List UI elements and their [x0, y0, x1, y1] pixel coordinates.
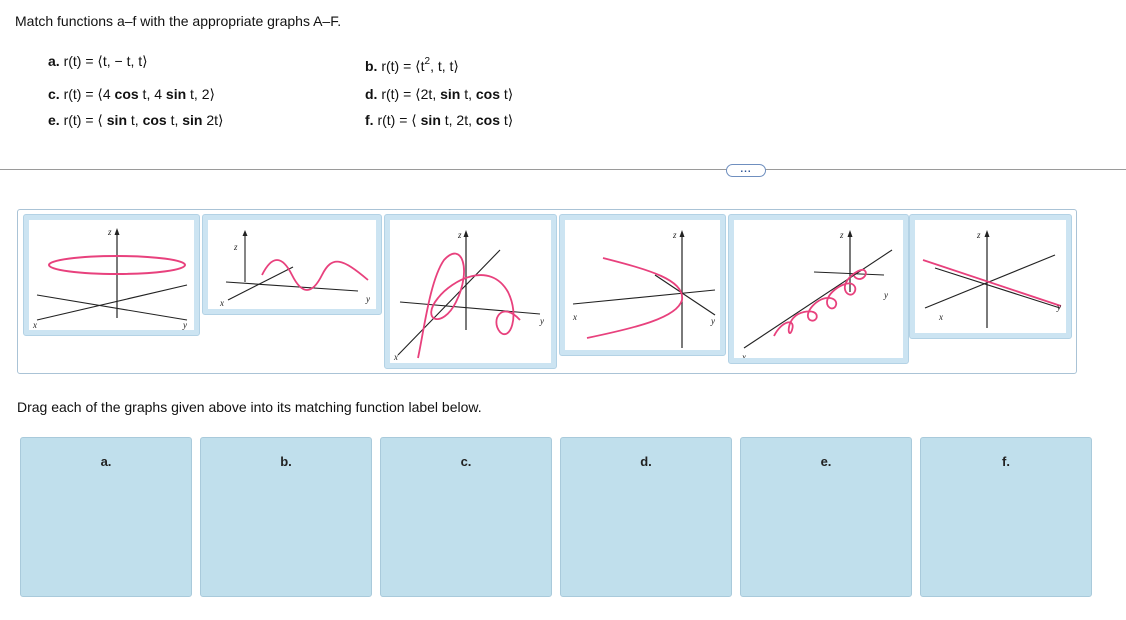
graph-card-loops[interactable]: z x y — [384, 214, 557, 369]
graph-loops-plot: z x y — [390, 220, 551, 363]
graph-wave-plot: z x y — [208, 220, 376, 309]
function-d: d. r(t) = ⟨2t, sin t, cos t⟩ — [365, 86, 514, 102]
svg-text:z: z — [672, 230, 677, 240]
section-divider — [0, 169, 1126, 170]
question-prompt: Match functions a–f with the appropriate… — [15, 13, 342, 29]
svg-text:y: y — [539, 316, 544, 326]
drop-label-a: a. — [100, 454, 112, 469]
svg-text:z: z — [976, 230, 981, 240]
graph-parabola-plot: z x y — [565, 220, 720, 350]
more-options-button[interactable]: ... — [726, 164, 766, 177]
drop-target-a[interactable]: a. — [20, 437, 192, 597]
svg-text:z: z — [233, 242, 238, 252]
drop-label-e: e. — [820, 454, 832, 469]
graph-card-parabola[interactable]: z x y — [559, 214, 726, 356]
drop-label-d: d. — [640, 454, 652, 469]
graph-helix-plot: z x y — [734, 220, 903, 358]
svg-text:x: x — [32, 320, 37, 330]
drag-instruction: Drag each of the graphs given above into… — [17, 399, 482, 415]
function-e: e. r(t) = ⟨ sin t, cos t, sin 2t⟩ — [48, 112, 224, 128]
graph-card-line[interactable]: z x y — [909, 214, 1072, 339]
svg-text:z: z — [839, 230, 844, 240]
svg-text:z: z — [457, 230, 462, 240]
drop-target-c[interactable]: c. — [380, 437, 552, 597]
drop-target-d[interactable]: d. — [560, 437, 732, 597]
drop-label-b: b. — [280, 454, 292, 469]
svg-text:x: x — [741, 352, 746, 358]
svg-text:y: y — [883, 290, 888, 300]
graph-card-wave[interactable]: z x y — [202, 214, 382, 315]
svg-text:z: z — [107, 227, 112, 237]
graph-card-ellipse[interactable]: z x y — [23, 214, 200, 336]
drop-label-f: f. — [1002, 454, 1010, 469]
function-c: c. r(t) = ⟨4 cos t, 4 sin t, 2⟩ — [48, 86, 215, 102]
function-f: f. r(t) = ⟨ sin t, 2t, cos t⟩ — [365, 112, 514, 128]
svg-text:y: y — [710, 316, 715, 326]
function-a: a. r(t) = ⟨t, − t, t⟩ — [48, 53, 148, 69]
drop-target-f[interactable]: f. — [920, 437, 1092, 597]
svg-text:y: y — [182, 320, 187, 330]
graph-card-helix[interactable]: z x y — [728, 214, 909, 364]
drop-label-c: c. — [460, 454, 472, 469]
function-b: b. r(t) = ⟨t2, t, t⟩ — [365, 56, 459, 75]
graph-ellipse-plot: z x y — [29, 220, 194, 330]
drop-target-e[interactable]: e. — [740, 437, 912, 597]
svg-text:x: x — [938, 312, 943, 322]
svg-text:y: y — [1056, 302, 1061, 312]
svg-text:x: x — [219, 298, 224, 308]
svg-text:y: y — [365, 294, 370, 304]
drop-target-b[interactable]: b. — [200, 437, 372, 597]
graph-line-plot: z x y — [915, 220, 1066, 333]
svg-text:x: x — [572, 312, 577, 322]
svg-text:x: x — [393, 352, 398, 362]
